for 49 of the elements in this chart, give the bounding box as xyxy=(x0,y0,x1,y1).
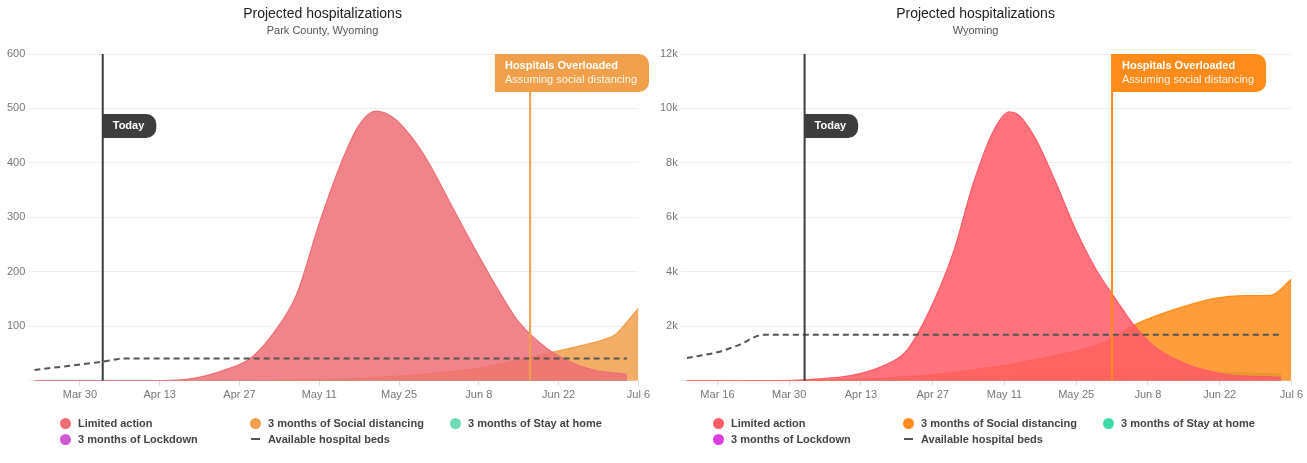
x-tick-label: Jul 6 xyxy=(626,388,651,401)
ref-line-label: Today xyxy=(112,119,146,132)
y-tick-label: 600 xyxy=(6,47,26,60)
ref-line-label: Hospitals Overloaded xyxy=(504,59,619,72)
y-tick-label: 100 xyxy=(6,319,26,332)
x-tick-label: Jun 8 xyxy=(1134,388,1162,401)
y-tick-label: 6k xyxy=(666,210,679,223)
x-tick-label: Mar 30 xyxy=(62,388,98,401)
chart-subtitle: Wyoming xyxy=(952,24,999,37)
legend-label: 3 months of Stay at home xyxy=(468,417,602,429)
x-tick-label: May 11 xyxy=(301,388,337,401)
legend-label: 3 months of Stay at home xyxy=(1121,417,1255,429)
y-tick-label: 200 xyxy=(6,264,26,277)
y-tick-label: 4k xyxy=(666,264,679,277)
legend-label: Available hospital beds xyxy=(268,433,390,445)
legend-label: Limited action xyxy=(78,417,153,429)
legend-label: 3 months of Lockdown xyxy=(78,433,198,445)
x-tick-label: Mar 16 xyxy=(700,388,735,401)
chart-title: Projected hospitalizations xyxy=(243,5,402,22)
ref-line-label: Hospitals Overloaded xyxy=(1122,59,1236,72)
annotation: Assuming social distancing xyxy=(504,73,638,86)
y-tick-label: 8k xyxy=(666,155,679,168)
ref-line-label: Today xyxy=(814,119,848,132)
legend-label: 3 months of Social distancing xyxy=(268,417,424,429)
x-tick-label: Apr 27 xyxy=(223,388,256,401)
legend-label: Limited action xyxy=(731,417,806,429)
y-tick-label: 400 xyxy=(6,155,26,168)
x-tick-label: Jul 6 xyxy=(1279,388,1304,401)
x-tick-label: May 11 xyxy=(986,388,1023,401)
x-tick-label: May 25 xyxy=(381,388,418,401)
x-tick-label: Apr 27 xyxy=(916,388,949,401)
legend-label: 3 months of Social distancing xyxy=(921,417,1077,429)
x-tick-label: Mar 30 xyxy=(772,388,807,401)
y-tick-label: 10k xyxy=(659,101,679,114)
legend-label: Available hospital beds xyxy=(921,433,1043,445)
legend-label: 3 months of Lockdown xyxy=(731,433,851,445)
chart-subtitle: Park County, Wyoming xyxy=(266,24,379,37)
y-tick-label: 12k xyxy=(659,47,679,60)
x-tick-label: Jun 22 xyxy=(542,388,576,401)
x-tick-label: May 25 xyxy=(1058,388,1095,401)
x-tick-label: Apr 13 xyxy=(844,388,878,401)
chart-title: Projected hospitalizations xyxy=(896,5,1055,22)
y-tick-label: 500 xyxy=(6,101,26,114)
x-tick-label: Jun 22 xyxy=(1203,388,1237,401)
y-tick-label: 2k xyxy=(666,319,679,332)
x-tick-label: Jun 8 xyxy=(465,388,493,401)
annotation: Assuming social distancing xyxy=(1122,73,1255,86)
x-tick-label: Apr 13 xyxy=(143,388,176,401)
y-tick-label: 300 xyxy=(6,210,26,223)
